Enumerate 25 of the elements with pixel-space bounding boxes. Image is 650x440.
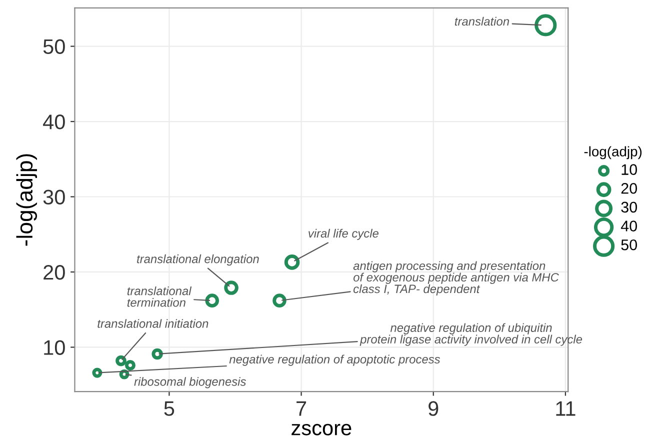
y-tick-label: 30 bbox=[43, 190, 65, 205]
annotation: translation bbox=[454, 16, 509, 26]
annotation: translational initiation bbox=[98, 319, 208, 328]
y-tick-label: 20 bbox=[44, 264, 65, 280]
legend-label: 20 bbox=[621, 182, 637, 194]
y-axis-title: -log(adjp) bbox=[16, 154, 37, 246]
legend-label: 50 bbox=[621, 239, 637, 250]
legend-label: 10 bbox=[622, 164, 637, 175]
y-tick-label: 10 bbox=[44, 340, 65, 355]
annotation: translational termination bbox=[127, 286, 192, 307]
annotation: negative regulation of apoptotic process bbox=[229, 354, 440, 366]
annotation: viral life cycle bbox=[308, 228, 378, 240]
annotation: translational elongation bbox=[137, 254, 259, 266]
annotation: antigen processing and presentation of exogenous peptide antigen via MHC class I, TAP- dependent bbox=[353, 261, 560, 296]
x-tick-label: 5 bbox=[164, 401, 174, 416]
x-tick-label: 7 bbox=[296, 401, 306, 416]
x-tick-label: 9 bbox=[428, 401, 438, 416]
y-tick-label: 40 bbox=[43, 114, 65, 130]
x-tick-label: 11 bbox=[556, 401, 576, 416]
legend-label: 40 bbox=[620, 220, 637, 232]
y-tick-label: 50 bbox=[43, 39, 65, 54]
legend-title: -log(adjp) bbox=[584, 146, 642, 160]
annotation: ribosomal biogenesis bbox=[134, 377, 246, 388]
legend-label: 30 bbox=[621, 202, 637, 213]
x-axis-title: zscore bbox=[292, 424, 352, 436]
